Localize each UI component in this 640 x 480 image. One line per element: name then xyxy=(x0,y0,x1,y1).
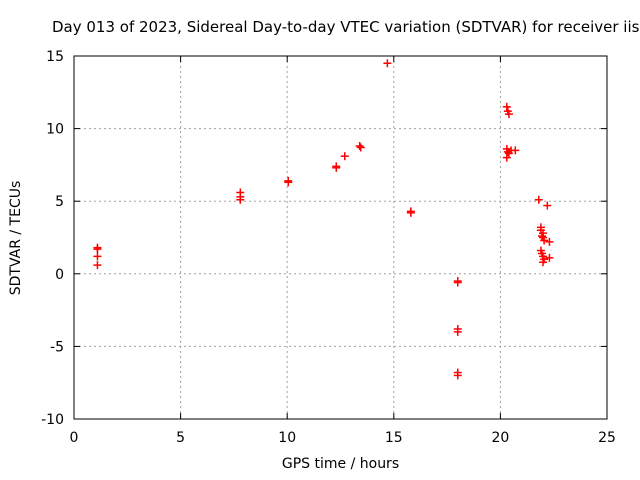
x-axis-ticks: 0 5 10 15 20 25 xyxy=(70,56,616,446)
y-tick-label: 15 xyxy=(46,49,64,65)
x-tick-label: 0 xyxy=(70,430,79,446)
data-point xyxy=(93,252,102,261)
chart-title: Day 013 of 2023, Sidereal Day-to-day VTE… xyxy=(52,18,640,36)
grid-lines xyxy=(74,56,607,419)
x-axis-label: GPS time / hours xyxy=(281,456,400,472)
data-point xyxy=(540,236,549,245)
data-point xyxy=(355,142,364,151)
data-point xyxy=(340,152,349,161)
data-point xyxy=(93,245,102,254)
x-tick-label: 20 xyxy=(491,430,509,446)
y-axis-label: SDTVAR / TECUs xyxy=(8,180,24,296)
data-point xyxy=(534,195,543,204)
data-point xyxy=(406,208,415,217)
x-tick-label: 15 xyxy=(385,430,403,446)
data-point xyxy=(453,371,462,380)
y-tick-label: -10 xyxy=(41,412,64,428)
data-point xyxy=(284,178,293,187)
data-point xyxy=(453,278,462,287)
x-tick-label: 25 xyxy=(598,430,616,446)
x-tick-label: 10 xyxy=(278,430,296,446)
data-point xyxy=(236,195,245,204)
data-point xyxy=(537,232,546,241)
y-axis-ticks: -10 -5 0 5 10 15 xyxy=(41,49,607,428)
data-point xyxy=(502,153,511,162)
data-point xyxy=(332,163,341,172)
data-point xyxy=(453,327,462,336)
y-tick-label: 0 xyxy=(55,267,64,283)
y-tick-label: 5 xyxy=(55,194,64,210)
data-point xyxy=(502,102,511,111)
y-tick-label: 10 xyxy=(46,122,64,138)
data-point xyxy=(543,201,552,210)
data-point xyxy=(545,253,554,262)
data-points xyxy=(93,59,554,380)
data-point xyxy=(93,261,102,270)
data-point xyxy=(383,59,392,68)
data-point xyxy=(356,143,365,152)
data-point xyxy=(511,146,520,155)
data-point xyxy=(539,258,548,267)
plot-frame xyxy=(73,55,608,420)
data-point xyxy=(545,237,554,246)
data-point xyxy=(504,110,513,119)
y-tick-label: -5 xyxy=(50,339,64,355)
x-tick-label: 5 xyxy=(176,430,185,446)
